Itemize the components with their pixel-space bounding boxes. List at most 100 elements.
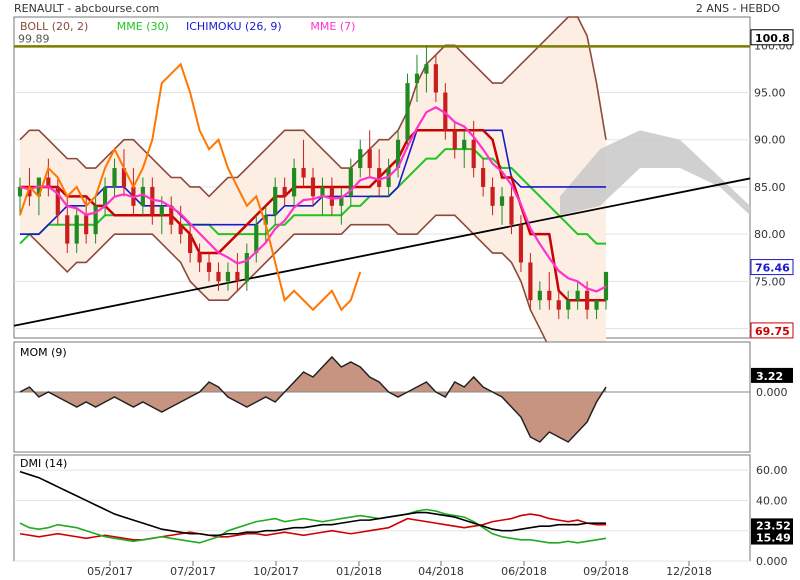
candle-body <box>490 186 495 206</box>
candle-body <box>244 253 249 282</box>
momentum-badge: 3.22 <box>756 370 783 383</box>
momentum-line <box>19 355 607 443</box>
candle-body <box>74 215 79 244</box>
price-panel: 99.89 BOLL (20, 2) MME (30) ICHIMOKU (26, … <box>13 16 794 396</box>
candle-body <box>509 196 514 225</box>
candle-body <box>301 168 306 178</box>
dmi-plus-line <box>19 508 607 544</box>
candle-body <box>358 149 363 169</box>
candle-body <box>140 186 145 206</box>
price-ytick-label: 85.00 <box>754 181 786 194</box>
candle-body <box>433 64 438 93</box>
candle-body <box>452 130 457 150</box>
candle-body <box>594 300 599 310</box>
candle-body <box>377 168 382 187</box>
candle-body <box>292 168 297 197</box>
dmi-badge-box <box>751 530 793 545</box>
candle-body <box>65 215 70 244</box>
trend-line <box>13 177 751 327</box>
candle-body <box>585 290 590 310</box>
price-badge: 69.75 <box>755 325 790 338</box>
candle-body <box>462 139 467 150</box>
dmi-label: DMI (14) <box>20 457 67 470</box>
candle-body <box>310 177 316 197</box>
price-badge: 76.46 <box>755 262 790 275</box>
candle-body <box>566 300 571 310</box>
candle-body <box>159 205 164 216</box>
candle-body <box>225 271 231 282</box>
legend-entry: ICHIMOKU (26, 9) <box>186 20 282 33</box>
candle-body <box>169 205 174 225</box>
candle-body <box>235 271 240 282</box>
candle-body <box>405 83 410 140</box>
dmi-badge-box <box>751 518 793 533</box>
price-ytick-label: 80.00 <box>754 228 786 241</box>
ichimoku-cloud <box>560 130 750 216</box>
candle-body <box>471 139 476 169</box>
candle-body <box>424 64 429 74</box>
candle-body <box>55 186 60 216</box>
momentum-badge-box <box>751 367 793 383</box>
momentum-label: MOM (9) <box>20 346 67 359</box>
candle-body <box>84 215 89 235</box>
candle-body <box>102 186 108 206</box>
candle-body <box>499 196 505 206</box>
dmi-ytick-label: 0.000 <box>756 555 788 568</box>
candle-body <box>481 168 486 187</box>
legend-entry: MME (7) <box>310 20 355 33</box>
dmi-ytick-label: 40.00 <box>756 494 788 507</box>
dmi-badge: 15.49 <box>756 532 791 545</box>
x-tick-label: 12/2018 <box>666 565 712 578</box>
candle-body <box>27 186 32 197</box>
candle-body <box>443 92 448 131</box>
candle-body <box>17 186 23 197</box>
candle-body <box>216 271 221 282</box>
dmi-adx-line <box>19 470 606 537</box>
candle-body <box>150 186 155 216</box>
legend-entry: BOLL (20, 2) <box>20 20 88 33</box>
price-ytick-label: 90.00 <box>754 134 786 147</box>
legend-entry: MME (30) <box>117 20 169 33</box>
momentum-ytick-label: 0.000 <box>756 386 788 399</box>
candle-body <box>575 290 580 301</box>
candle-body <box>188 234 193 254</box>
candle-body <box>395 139 401 169</box>
x-tick-label: 06/2018 <box>501 565 547 578</box>
candle-body <box>603 271 609 301</box>
dmi-panel-frame <box>13 454 751 562</box>
x-tick-label: 09/2018 <box>583 565 629 578</box>
candle-body <box>178 224 183 235</box>
x-tick-label: 10/2017 <box>253 565 299 578</box>
dmi-badge: 23.52 <box>756 519 791 532</box>
candle-body <box>537 290 542 301</box>
x-tick-label: 01/2018 <box>336 565 382 578</box>
x-tick-label: 05/2017 <box>87 565 133 578</box>
price-badge: 100.8 <box>755 32 790 45</box>
candle-body <box>348 168 353 197</box>
chart-title: RENAULT - abcbourse.com <box>14 2 159 15</box>
candle-body <box>518 224 524 263</box>
dmi-minus-line <box>19 513 606 541</box>
x-axis: 05/2017 07/2017 10/2017 01/2018 04/2018 06/20… <box>87 561 712 578</box>
mme7-line <box>19 106 607 293</box>
candle-body <box>414 73 420 84</box>
x-tick-label: 04/2018 <box>418 565 464 578</box>
bollinger-lower-line <box>20 214 607 396</box>
candle-body <box>93 205 98 235</box>
candle-body <box>46 177 51 187</box>
bollinger-upper-line <box>19 16 607 198</box>
price-ytick-label: 75.00 <box>754 275 786 288</box>
candle-body <box>320 186 325 197</box>
reference-hline-label: 99.89 <box>18 32 50 45</box>
x-tick-label: 07/2017 <box>170 565 216 578</box>
dmi-ytick-label: 60.00 <box>756 464 788 477</box>
candle-body <box>556 300 561 310</box>
price-ytick-label: 95.00 <box>754 87 786 100</box>
candle-body <box>367 149 372 169</box>
candle-body <box>282 186 287 197</box>
candle-body <box>197 253 202 263</box>
candle-body <box>547 290 552 301</box>
price-badge-box <box>750 322 794 339</box>
candle-body <box>121 168 127 187</box>
